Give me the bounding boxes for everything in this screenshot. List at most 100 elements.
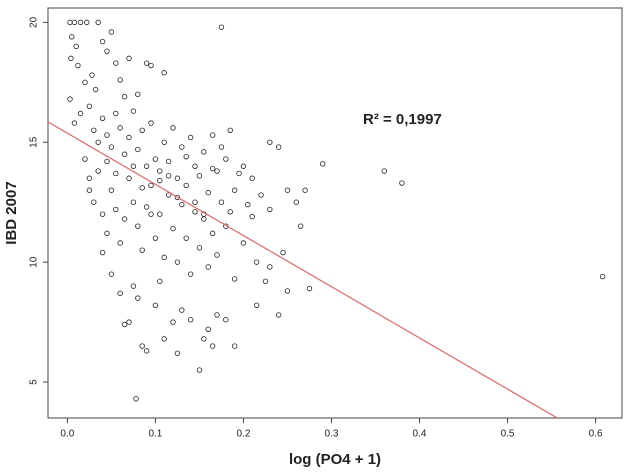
point — [135, 223, 141, 229]
point — [113, 60, 119, 66]
point — [148, 120, 154, 126]
point — [157, 211, 163, 217]
point — [187, 271, 194, 277]
x-tick-label: 0.4 — [413, 429, 427, 440]
point — [148, 182, 154, 189]
point — [157, 177, 163, 184]
point — [253, 302, 260, 309]
point — [121, 216, 128, 222]
point — [201, 216, 207, 222]
point — [231, 276, 238, 282]
point — [209, 165, 216, 172]
x-tick-label: 0.0 — [60, 429, 74, 440]
y-tick-label: 20 — [29, 16, 40, 28]
point — [205, 189, 211, 196]
point — [183, 235, 189, 241]
point — [91, 127, 97, 133]
point — [130, 108, 137, 114]
point — [179, 307, 185, 313]
point — [75, 62, 81, 69]
point — [170, 225, 176, 232]
y-axis-title: IBD 2007 — [3, 181, 20, 244]
point — [205, 326, 211, 332]
point — [104, 230, 110, 237]
point — [152, 235, 159, 241]
point — [99, 249, 106, 256]
point — [77, 19, 84, 26]
point — [183, 182, 189, 189]
point — [262, 278, 269, 285]
x-tick-label: 0.6 — [589, 429, 603, 440]
point — [130, 163, 137, 169]
point — [196, 245, 203, 251]
point — [227, 127, 233, 133]
point — [170, 125, 176, 131]
point — [133, 396, 139, 402]
point — [139, 127, 145, 133]
point — [201, 336, 207, 342]
point — [209, 132, 216, 138]
point — [126, 134, 132, 141]
point — [95, 139, 101, 145]
point — [170, 319, 176, 325]
point — [209, 343, 216, 349]
point — [95, 19, 101, 26]
point — [267, 206, 273, 213]
point — [161, 336, 167, 342]
point — [82, 79, 88, 86]
point — [284, 187, 291, 193]
point — [73, 43, 79, 50]
point — [165, 173, 172, 179]
point — [104, 158, 110, 165]
point — [108, 144, 115, 150]
point — [99, 115, 106, 121]
point — [143, 163, 150, 169]
point — [69, 34, 75, 40]
point — [143, 348, 150, 354]
point — [218, 199, 225, 205]
point — [258, 192, 264, 198]
point — [196, 173, 203, 179]
point — [179, 144, 185, 150]
point — [267, 264, 273, 270]
point — [117, 290, 123, 297]
point — [135, 146, 141, 153]
point — [130, 199, 137, 205]
point — [113, 206, 119, 213]
point — [223, 156, 229, 162]
point — [99, 211, 106, 217]
point — [381, 168, 388, 174]
point — [139, 247, 145, 253]
point — [179, 201, 185, 208]
point — [192, 163, 198, 169]
point — [117, 240, 123, 246]
point — [284, 288, 291, 294]
point — [143, 204, 150, 210]
point — [161, 139, 167, 145]
point — [108, 29, 115, 35]
point — [68, 55, 74, 62]
point — [240, 240, 247, 246]
point — [92, 86, 99, 93]
point — [293, 199, 299, 205]
point — [240, 163, 247, 169]
y-tick-label: 10 — [29, 256, 40, 268]
point — [201, 149, 207, 155]
y-tick-label: 5 — [29, 379, 40, 385]
x-axis-title: log (PO4 + 1) — [289, 451, 381, 468]
point — [214, 168, 220, 174]
point — [121, 151, 128, 157]
point — [174, 350, 181, 356]
point — [302, 187, 308, 193]
point — [117, 77, 123, 83]
point — [71, 19, 78, 26]
point — [143, 60, 150, 66]
annotation: R² = 0,1997 — [363, 111, 442, 128]
point — [86, 175, 93, 181]
point — [399, 180, 405, 186]
point — [148, 211, 154, 217]
point — [223, 316, 229, 323]
point — [82, 156, 88, 162]
